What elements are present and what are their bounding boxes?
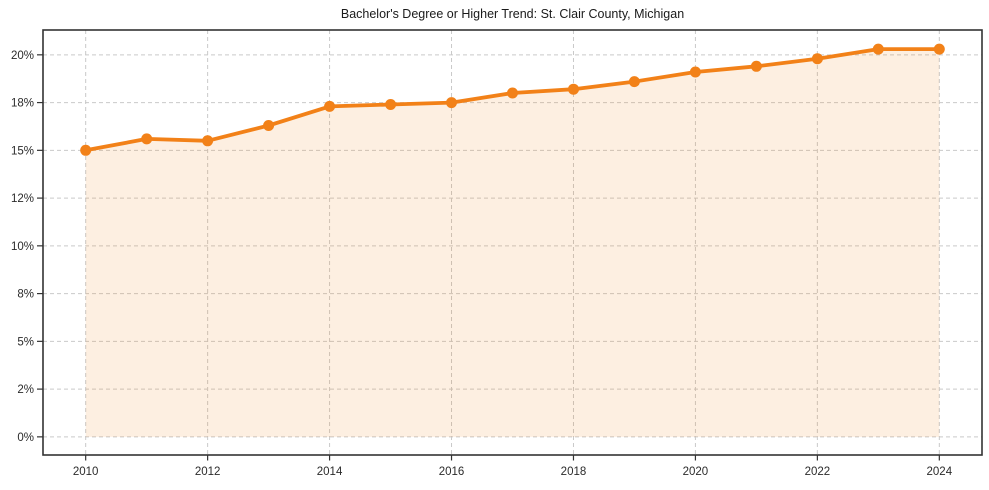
data-point (324, 100, 336, 112)
chart-title: Bachelor's Degree or Higher Trend: St. C… (340, 7, 685, 21)
y-tick-label: 8% (17, 289, 34, 301)
x-tick-label: 2022 (805, 466, 831, 478)
x-tick-label: 2016 (439, 466, 465, 478)
data-point (628, 76, 640, 88)
y-tick-label: 18% (11, 98, 34, 110)
y-tick-label: 20% (11, 50, 34, 62)
data-point (263, 120, 275, 131)
y-tick-label: 5% (17, 336, 34, 348)
plot-border (42, 29, 983, 456)
data-point (750, 60, 762, 72)
y-tick-label: 2% (17, 384, 34, 396)
y-tick-label: 10% (11, 241, 34, 253)
data-point (689, 66, 701, 78)
data-point (141, 133, 153, 145)
x-tick-label: 2020 (683, 466, 709, 478)
data-point (507, 87, 518, 99)
data-point (385, 99, 397, 110)
x-tick-label: 2014 (317, 466, 343, 478)
y-tick-label: 15% (11, 145, 34, 157)
data-point (933, 43, 945, 55)
data-point (202, 135, 214, 147)
area-fill (85, 49, 940, 437)
data-point (446, 97, 457, 109)
x-tick-label: 2012 (195, 466, 221, 478)
data-point (568, 83, 579, 95)
x-tick-label: 2018 (561, 466, 587, 478)
x-tick-label: 2010 (73, 466, 99, 478)
data-point (811, 53, 823, 65)
data-point (872, 43, 884, 55)
y-tick-label: 0% (17, 432, 34, 444)
data-point (80, 144, 92, 156)
x-tick-label: 2024 (927, 466, 953, 478)
y-tick-label: 12% (11, 193, 34, 205)
